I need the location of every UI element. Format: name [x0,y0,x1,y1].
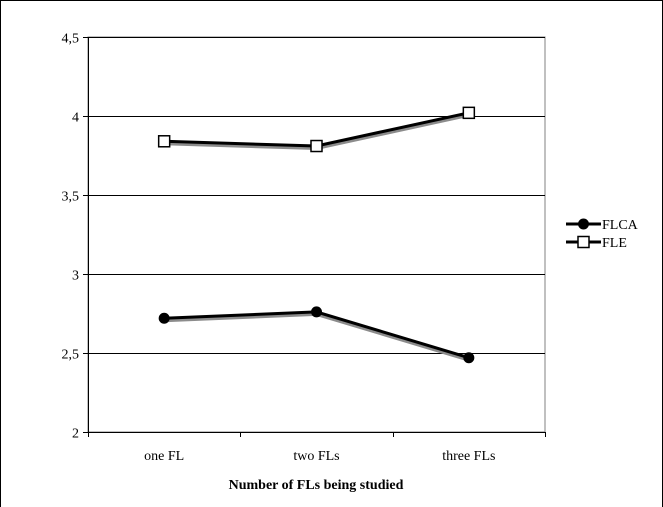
y-tick-label: 3,5 [62,190,80,205]
x-axis-title: Number of FLs being studied [229,478,404,493]
series-layer [157,106,476,364]
x-tick-labels: one FL two FLs three FLs [144,449,495,464]
legend-label: FLCA [602,218,639,233]
y-tick-label: 2,5 [62,348,80,363]
series-flca [158,306,475,364]
y-tick-label: 3 [72,269,79,284]
y-tick-labels: 2 2,5 3 3,5 4 4,5 [62,32,80,442]
series-fle [157,106,476,153]
x-tick-label: one FL [144,449,184,464]
legend-item-fle: FLE [566,235,627,251]
data-point [462,106,476,120]
y-tick-label: 4 [72,111,79,126]
legend-item-flca: FLCA [566,218,639,233]
legend: FLCA FLE [566,218,639,251]
gridlines [88,37,545,354]
plot-area [87,36,546,433]
data-point [158,312,170,324]
legend-marker [578,218,589,230]
x-tick-label: two FLs [293,449,339,464]
legend-marker [577,235,590,249]
data-point [311,306,322,318]
x-tick-label: three FLs [442,449,495,464]
data-point [157,135,171,148]
y-tick-label: 4,5 [62,32,80,47]
legend-label: FLE [602,236,627,251]
axes [83,37,546,437]
data-point [463,352,475,364]
data-point [310,139,323,153]
y-tick-label: 2 [72,427,79,442]
